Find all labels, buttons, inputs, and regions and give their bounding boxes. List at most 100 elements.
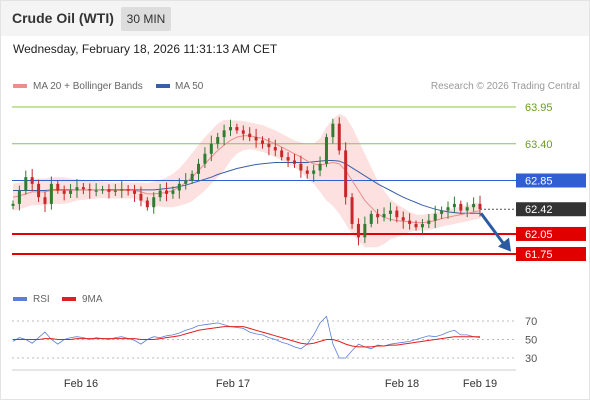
level-box-3 xyxy=(516,226,586,241)
candle-body xyxy=(158,190,162,198)
candle-body xyxy=(17,190,21,204)
candle-body xyxy=(43,197,47,204)
candle-body xyxy=(459,203,463,211)
candle-body xyxy=(433,213,437,221)
current-price-label: 62.42 xyxy=(525,204,553,216)
candle-body xyxy=(324,137,328,164)
candle-body xyxy=(414,223,418,228)
level-box-2 xyxy=(516,173,586,188)
candle-body xyxy=(420,223,424,228)
candle-body xyxy=(177,183,181,191)
candle-body xyxy=(209,143,213,154)
candle-body xyxy=(260,140,264,144)
candle-body xyxy=(229,127,233,131)
candle-body xyxy=(395,210,399,218)
candle-body xyxy=(37,183,41,198)
candle-body xyxy=(165,190,169,194)
current-price-box xyxy=(516,202,586,217)
candle-body xyxy=(356,223,360,238)
level-box-4 xyxy=(516,247,586,261)
rsi-ma-line xyxy=(13,326,480,348)
candle-body xyxy=(472,203,476,208)
candle-body xyxy=(197,163,201,174)
rsi-legend-label: RSI xyxy=(33,294,50,305)
level-label-2: 62.85 xyxy=(525,176,553,188)
candle-body xyxy=(440,210,444,214)
candle-body xyxy=(248,133,252,138)
timeframe-badge[interactable]: 30 MIN xyxy=(121,7,171,31)
level-label-4: 61.75 xyxy=(525,249,553,261)
candle-body xyxy=(299,163,303,171)
candle-body xyxy=(376,213,380,218)
candle-body xyxy=(113,190,117,192)
rsi-legend-swatch xyxy=(13,297,27,301)
candle-body xyxy=(62,190,66,194)
candle-body xyxy=(216,137,220,144)
rsi-ma-legend-label: 9MA xyxy=(82,294,103,305)
candle-body xyxy=(133,190,137,194)
candle-body xyxy=(88,189,92,191)
candle-body xyxy=(318,163,322,171)
rsi-tick-label-2: 30 xyxy=(525,353,537,365)
ma20-legend-label: MA 20 + Bollinger Bands xyxy=(33,81,143,92)
candle-body xyxy=(388,210,392,214)
candle-body xyxy=(312,170,316,174)
candle-body xyxy=(465,207,469,211)
candle-body xyxy=(241,130,245,134)
candle-body xyxy=(126,189,130,191)
candle-body xyxy=(184,180,188,184)
candle-body xyxy=(190,173,194,181)
candle-body xyxy=(107,189,111,192)
candle-body xyxy=(69,190,73,194)
research-credit: Research © 2026 Trading Central xyxy=(430,81,580,92)
candle-body xyxy=(305,170,309,174)
candle-body xyxy=(75,187,79,191)
candle-body xyxy=(363,223,367,238)
candle-body xyxy=(478,203,482,210)
ma50-legend-label: MA 50 xyxy=(175,81,204,92)
x-tick-label-1: Feb 17 xyxy=(216,378,250,390)
candle-body xyxy=(350,197,354,224)
candle-body xyxy=(254,137,258,141)
candle-body xyxy=(408,220,412,224)
chart-header: Crude Oil (WTI) 30 MIN xyxy=(0,0,590,36)
rsi-ma-legend-swatch xyxy=(62,297,76,301)
candle-body xyxy=(401,217,405,221)
candle-body xyxy=(11,203,15,206)
candle-body xyxy=(30,177,34,184)
bollinger-band-area xyxy=(13,113,480,248)
candle-body xyxy=(369,213,373,224)
candle-body xyxy=(427,220,431,224)
candle-body xyxy=(222,130,226,138)
candle-body xyxy=(382,213,386,218)
candle-body xyxy=(152,197,156,208)
candle-body xyxy=(24,177,28,191)
candle-body xyxy=(171,190,175,194)
candle-body xyxy=(120,189,124,191)
x-tick-label-0: Feb 16 xyxy=(64,378,98,390)
ma20-legend-swatch xyxy=(13,84,27,88)
forecast-arrow-head xyxy=(498,237,511,252)
candle-body xyxy=(292,160,296,164)
candle-body xyxy=(331,123,335,138)
timestamp: Wednesday, February 18, 2026 11:31:13 AM… xyxy=(13,42,278,56)
level-label-1: 63.40 xyxy=(525,139,553,151)
candle-body xyxy=(337,123,341,151)
candle-body xyxy=(344,150,348,198)
candle-body xyxy=(267,143,271,148)
x-tick-label-2: Feb 18 xyxy=(385,378,419,390)
candle-body xyxy=(452,203,456,208)
x-tick-label-3: Feb 19 xyxy=(463,378,497,390)
ma50-legend-swatch xyxy=(156,84,170,88)
rsi-tick-label-1: 50 xyxy=(525,335,537,347)
forecast-arrow-shaft xyxy=(479,212,507,247)
candle-body xyxy=(446,207,450,211)
candle-body xyxy=(101,189,105,191)
rsi-tick-label-0: 70 xyxy=(525,316,537,328)
candle-body xyxy=(81,187,85,190)
candle-body xyxy=(94,190,98,192)
candle-body xyxy=(139,193,143,201)
candle-body xyxy=(49,183,53,204)
candle-body xyxy=(56,183,60,191)
